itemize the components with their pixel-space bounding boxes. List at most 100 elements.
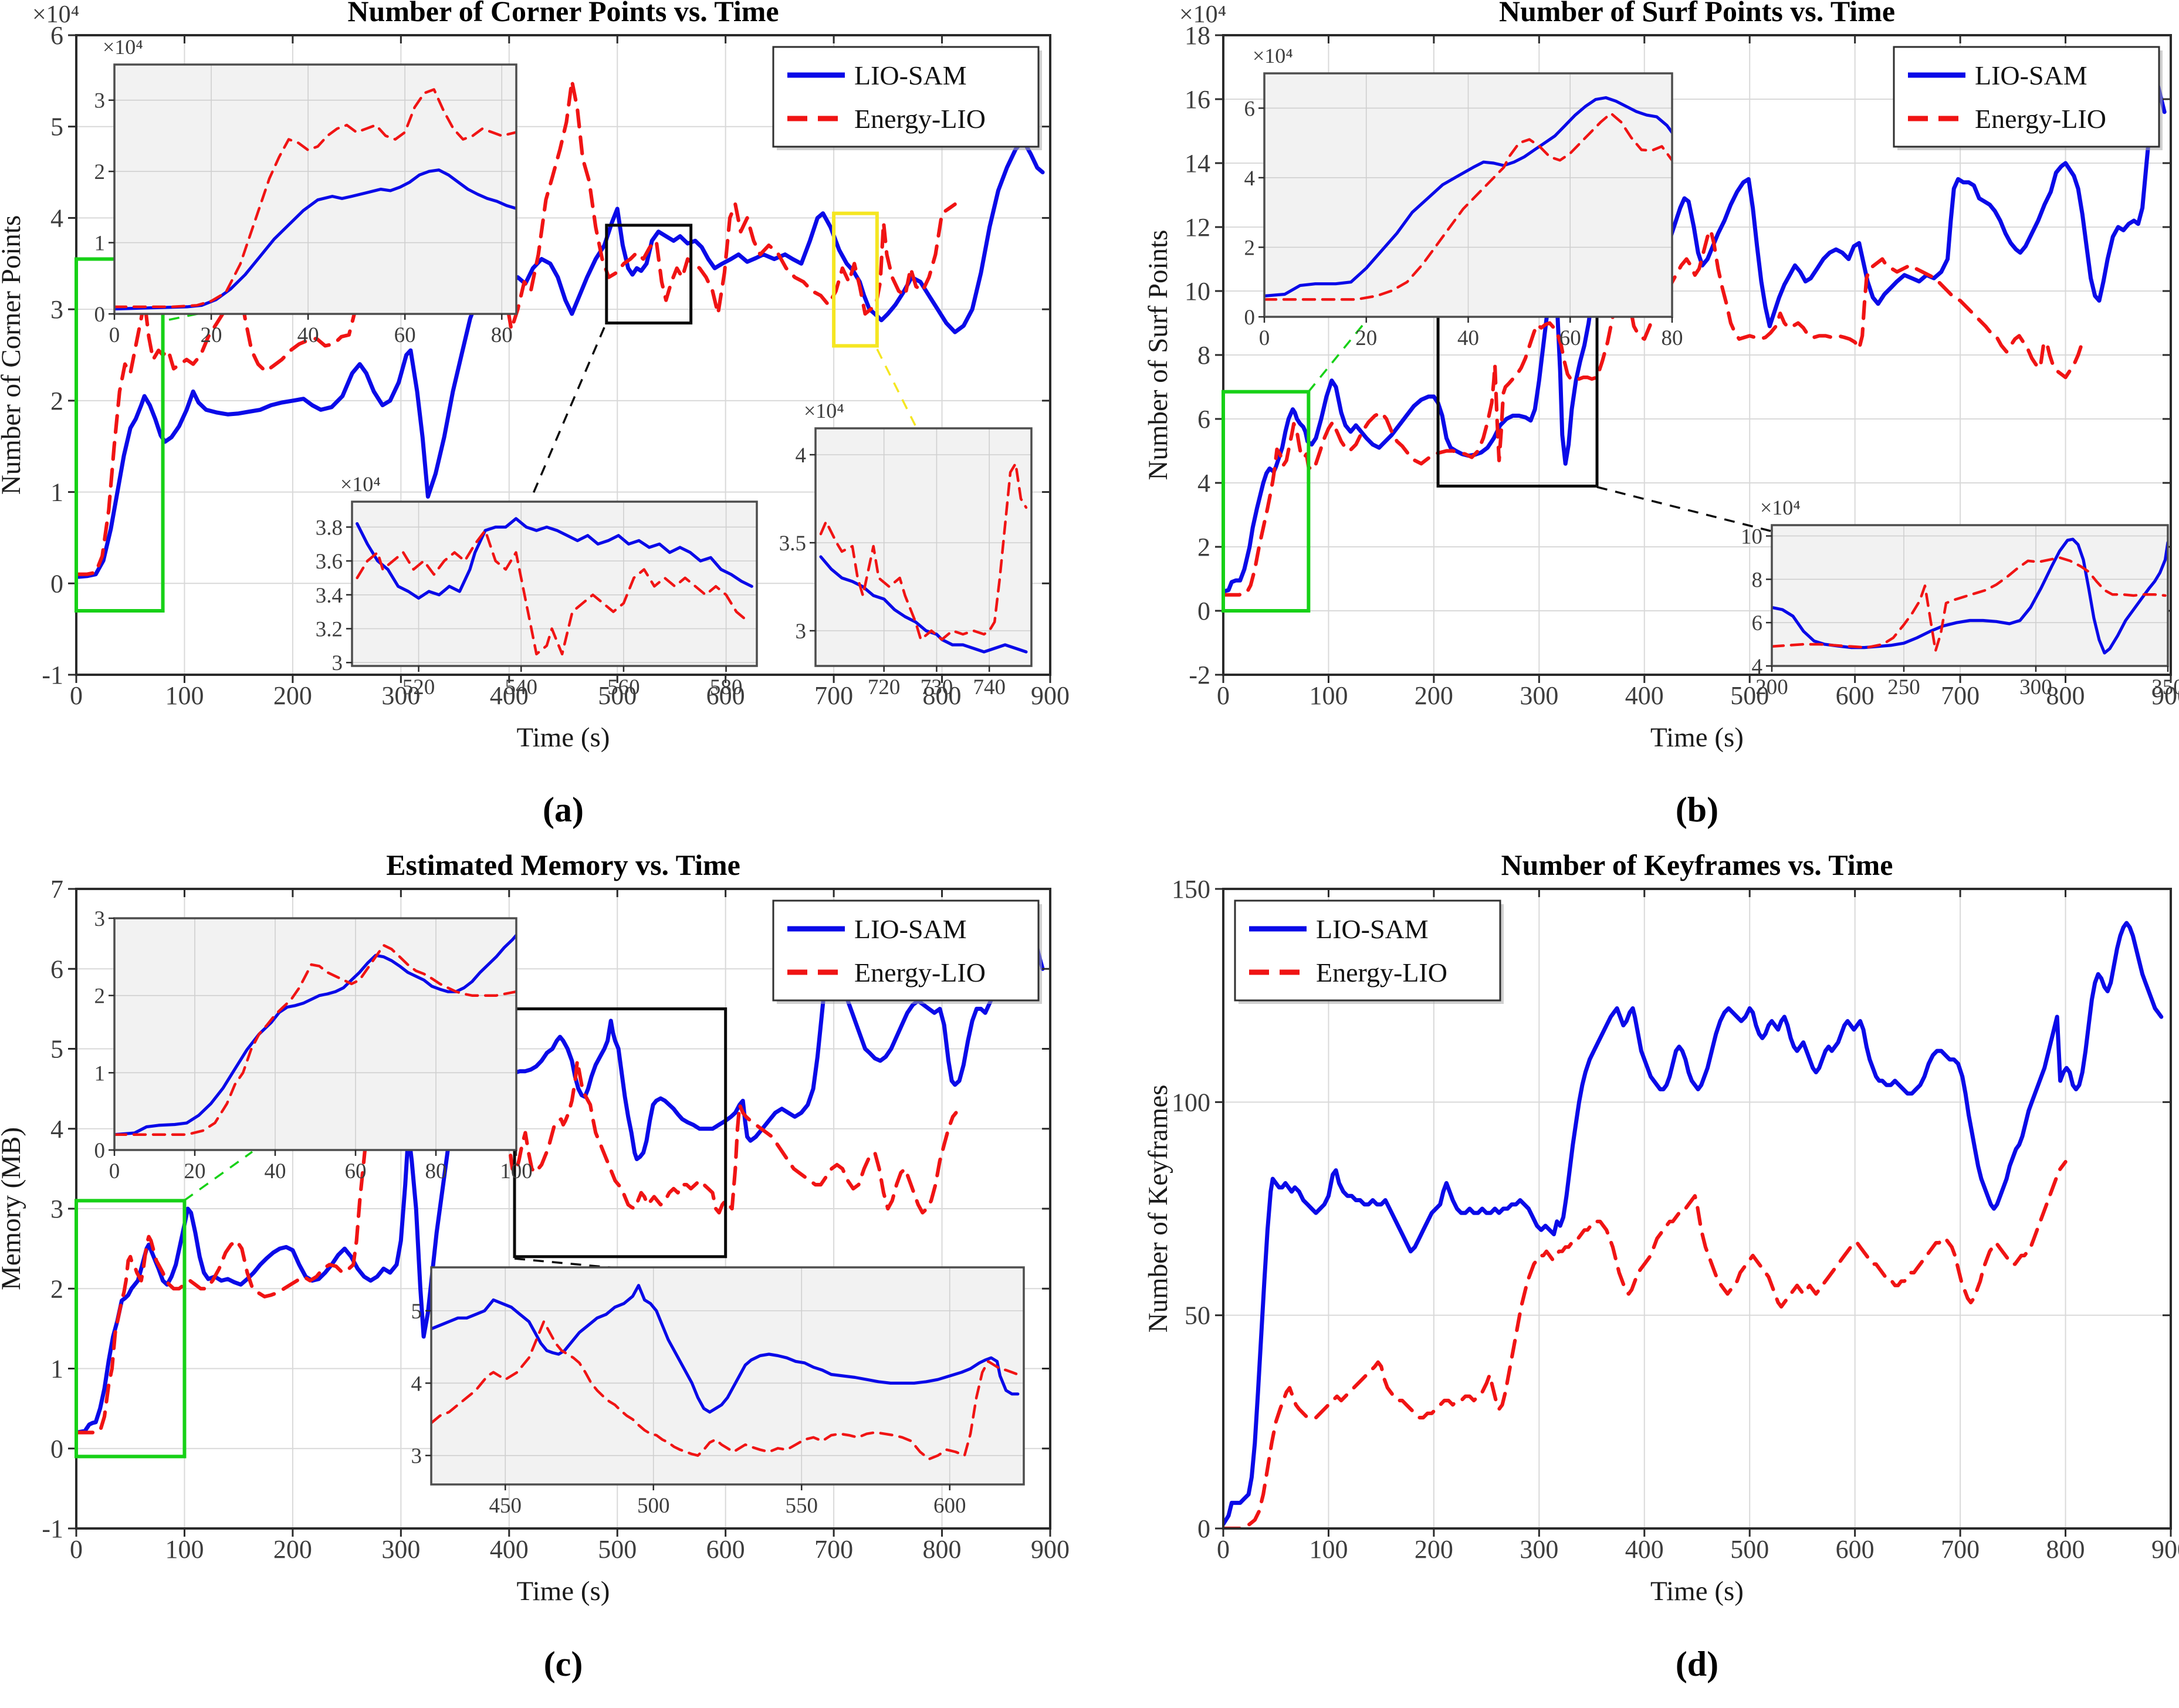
- inset-exponent-label: ×10⁴: [804, 399, 844, 422]
- y-tick-label: -1: [42, 1514, 63, 1543]
- panel-b: 0100200300400500600700800900-20246810121…: [1143, 0, 2179, 829]
- inset-series-series-line: [114, 943, 516, 1136]
- panel-letter-label: (b): [1676, 790, 1718, 829]
- x-tick-label: 800: [923, 681, 962, 710]
- panel-c: 0 100 200 300 400 500 600 700 800 900-101234567Es…: [0, 848, 1070, 1683]
- inset-frame: [113, 917, 517, 1151]
- y-axis-label: Memory (MB): [0, 1127, 26, 1290]
- inset-exponent-label: ×10⁴: [1253, 44, 1293, 67]
- inset-y-tick-label: 3: [94, 89, 106, 113]
- inset-x-tick-label: 60: [394, 323, 416, 347]
- axes-frame: [1222, 888, 2172, 1530]
- inset-frame: [814, 427, 1033, 667]
- inset-series-series-line: [1772, 556, 2167, 652]
- x-tick-label: 700: [814, 681, 853, 710]
- chart-title: Number of Surf Points vs. Time: [1499, 0, 1895, 28]
- y-axis-exponent-label: ×10⁴: [32, 1, 79, 28]
- panel-a: 0 100 200 300 400 500 600 700 800 900-10123456×10…: [0, 0, 1070, 829]
- inset-x-tick-label: 580: [710, 675, 743, 699]
- y-tick-label: 1: [50, 478, 63, 507]
- inset-series-series-line: [1264, 96, 1672, 297]
- zoom-connector-line: [1307, 319, 1368, 393]
- y-tick-label: 2: [50, 387, 63, 415]
- inset-x-tick-label: 500: [637, 1494, 670, 1518]
- y-tick-label: 0: [1197, 597, 1210, 625]
- inset-c-2: 450 500 550 600 3 4 5: [411, 1266, 1025, 1518]
- inset-background: [114, 65, 516, 314]
- x-tick-label: 200: [1415, 681, 1453, 710]
- inset-frame: [113, 63, 517, 315]
- inset-x-tick-label: 540: [505, 675, 537, 699]
- x-tick-label: 0: [1217, 1535, 1230, 1564]
- inset-y-tick-label: 5: [411, 1300, 422, 1324]
- x-tick-label: 900: [2151, 1535, 2179, 1564]
- inset-y-tick-label: 6: [1244, 97, 1256, 121]
- x-tick-label: 600: [706, 681, 745, 710]
- x-tick-label: 200: [273, 681, 312, 710]
- y-tick-label: 16: [1185, 85, 1210, 114]
- y-axis-label: Number of Corner Points: [0, 215, 26, 495]
- inset-b-2: 200 250 300 350 4 6 8 10 ×10⁴: [1741, 496, 2179, 699]
- x-tick-label: 500: [1730, 681, 1769, 710]
- inset-y-tick-label: 1: [94, 1061, 106, 1085]
- legend-label: Energy-LIO: [1975, 104, 2106, 134]
- inset-exponent-label: ×10⁴: [103, 35, 143, 59]
- y-tick-label: 2: [50, 1274, 63, 1303]
- inset-series-series-line: [819, 462, 1028, 641]
- inset-frame: [430, 1266, 1025, 1486]
- inset-y-tick-label: 2: [94, 160, 106, 184]
- inset-y-tick-label: 6: [1752, 611, 1763, 635]
- inset-x-tick-label: 60: [1559, 326, 1581, 350]
- x-tick-label: 700: [1941, 681, 1980, 710]
- legend: LIO-SAM Energy-LIO: [1234, 899, 1504, 1004]
- y-tick-label: 3: [50, 1195, 63, 1223]
- highlight-box-black: [605, 224, 693, 324]
- inset-y-tick-label: 4: [796, 444, 807, 468]
- inset-x-tick-label: 550: [786, 1494, 818, 1518]
- x-tick-label: 0: [70, 681, 83, 710]
- inset-x-tick-label: 0: [109, 1159, 120, 1183]
- x-tick-label: 600: [1836, 681, 1875, 710]
- inset-a-1: 0 20 40 60 80 0 1 2 3 ×10⁴: [94, 35, 517, 347]
- inset-x-tick-label: 740: [973, 675, 1006, 699]
- x-tick-label: 600: [706, 1535, 745, 1564]
- legend-box: [1234, 899, 1501, 1002]
- inset-x-tick-label: 0: [109, 323, 120, 347]
- x-tick-label: 300: [1520, 681, 1558, 710]
- y-tick-label: 100: [1172, 1088, 1210, 1117]
- legend-label: LIO-SAM: [1975, 60, 2087, 90]
- inset-c-1: 0 20 40 60 80 100 0 1 2 3: [94, 907, 533, 1183]
- inset-y-tick-label: 3.2: [316, 617, 343, 641]
- inset-y-tick-label: 4: [1244, 167, 1256, 191]
- inset-x-tick-label: 250: [1887, 675, 1920, 699]
- inset-x-tick-label: 100: [500, 1159, 533, 1183]
- x-axis-label: Time (s): [517, 722, 610, 753]
- inset-y-tick-label: 0: [1244, 306, 1256, 330]
- chart-title: Number of Corner Points vs. Time: [347, 0, 779, 28]
- x-tick-label: 300: [1520, 1535, 1558, 1564]
- y-tick-label: 4: [50, 204, 63, 232]
- inset-exponent-label: ×10⁴: [1760, 496, 1801, 519]
- y-tick-label: 6: [50, 955, 63, 983]
- highlight-box-black: [513, 1007, 728, 1259]
- chart-title: Number of Keyframes vs. Time: [1501, 848, 1893, 881]
- x-tick-label: 500: [598, 1535, 637, 1564]
- y-tick-label: 7: [50, 875, 63, 904]
- inset-x-tick-label: 40: [297, 323, 319, 347]
- x-tick-label: 100: [1309, 681, 1348, 710]
- inset-series-series-line: [356, 529, 748, 656]
- y-tick-label: 5: [50, 113, 63, 141]
- inset-x-tick-label: 80: [425, 1159, 447, 1183]
- y-tick-label: 14: [1185, 149, 1210, 178]
- x-tick-label: 300: [381, 681, 420, 710]
- highlight-box-yellow: [832, 211, 879, 348]
- inset-x-tick-label: 520: [402, 675, 435, 699]
- inset-b-1: 0 20 40 60 80 0 2 4 6 ×10⁴: [1244, 44, 1683, 350]
- inset-y-tick-label: 3.5: [779, 532, 806, 556]
- inset-series-series-line: [356, 517, 753, 600]
- x-tick-label: 200: [1415, 1535, 1453, 1564]
- y-tick-label: 3: [50, 295, 63, 324]
- legend: LIO-SAM Energy-LIO: [1893, 46, 2163, 150]
- inset-x-tick-label: 60: [345, 1159, 367, 1183]
- x-tick-label: 100: [165, 681, 204, 710]
